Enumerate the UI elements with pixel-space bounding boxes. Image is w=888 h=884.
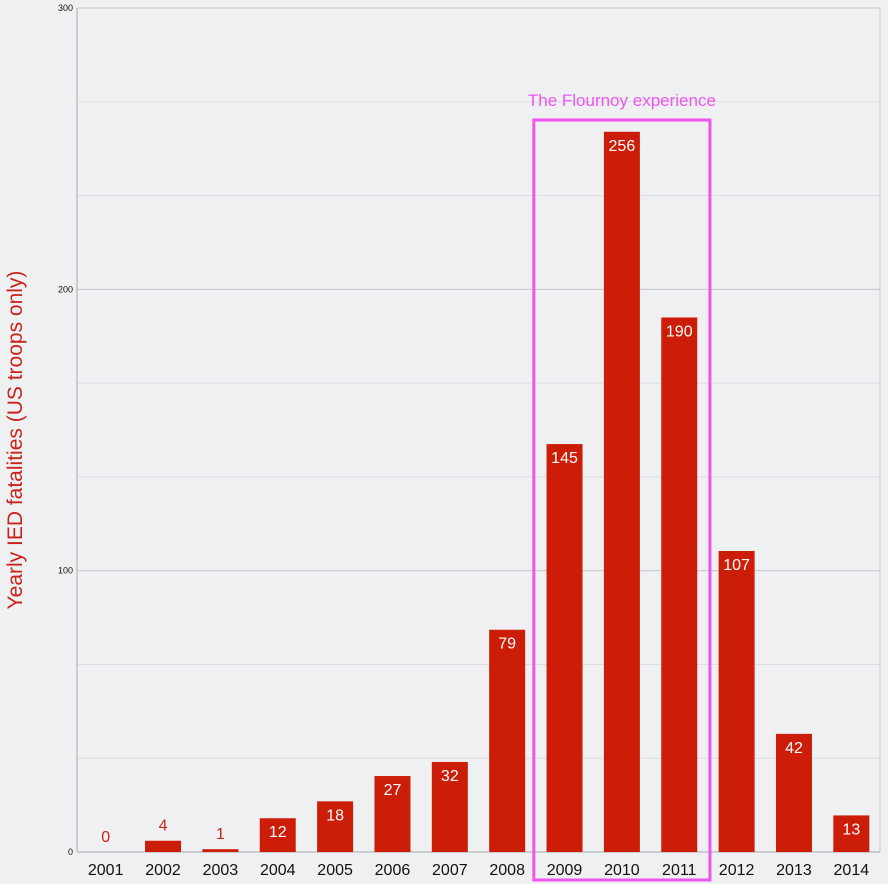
bar [775, 733, 812, 852]
bar-value-label: 13 [842, 821, 860, 838]
x-tick-label: 2012 [719, 862, 755, 879]
x-tick-label: 2009 [547, 862, 583, 879]
x-tick-label: 2005 [317, 862, 353, 879]
x-tick-label: 2006 [375, 862, 411, 879]
x-tick-label: 2002 [145, 862, 181, 879]
annotation-label: The Flournoy experience [528, 91, 716, 110]
x-tick-label: 2007 [432, 862, 468, 879]
bar-value-label: 190 [666, 323, 693, 340]
bar [661, 317, 698, 852]
bar-value-label: 107 [723, 557, 750, 574]
bar [145, 840, 182, 852]
x-axis: 2001 2002 2003 2004 2005 2006 2007 2008 2009 2010… [88, 862, 869, 879]
bar-value-label: 4 [159, 818, 168, 835]
x-tick-label: 2014 [834, 862, 870, 879]
bar-value-label: 27 [384, 782, 402, 799]
bar [603, 131, 640, 852]
bar [317, 801, 354, 852]
y-axis: 0 100 200 300 [58, 3, 881, 857]
y-tick-label: 0 [68, 847, 73, 857]
bar [431, 761, 468, 852]
x-tick-label: 2004 [260, 862, 296, 879]
bar [718, 550, 755, 852]
annotation-box [532, 118, 712, 882]
x-tick-label: 2010 [604, 862, 640, 879]
bar-value-label: 256 [609, 138, 636, 155]
y-tick-label: 100 [58, 566, 73, 576]
bar [202, 849, 239, 852]
bar-value-label: 42 [785, 740, 803, 757]
y-axis-title: Yearly IED fatalities (US troops only) [4, 271, 27, 610]
x-tick-label: 2013 [776, 862, 812, 879]
bar [259, 818, 296, 852]
bar-value-label: 145 [551, 450, 578, 467]
bar [489, 629, 526, 852]
bar-value-label: 0 [101, 829, 110, 846]
x-tick-label: 2011 [662, 862, 697, 879]
bar [833, 815, 870, 852]
x-tick-label: 2008 [489, 862, 525, 879]
y-tick-label: 300 [58, 3, 73, 13]
x-tick-label: 2001 [88, 862, 124, 879]
bars: 0 4 1 12 18 27 32 79 145 256 190 107 42 13 [101, 131, 870, 852]
bar [374, 776, 411, 852]
bar-value-label: 32 [441, 768, 459, 785]
bar-value-label: 18 [326, 807, 344, 824]
bar [546, 444, 583, 852]
grid [77, 7, 880, 853]
bar-value-label: 79 [498, 636, 516, 653]
annotation: The Flournoy experience [528, 91, 716, 882]
y-tick-label: 200 [58, 284, 73, 294]
x-tick-label: 2003 [203, 862, 239, 879]
bar-value-label: 12 [269, 824, 287, 841]
bar-value-label: 1 [216, 826, 225, 843]
